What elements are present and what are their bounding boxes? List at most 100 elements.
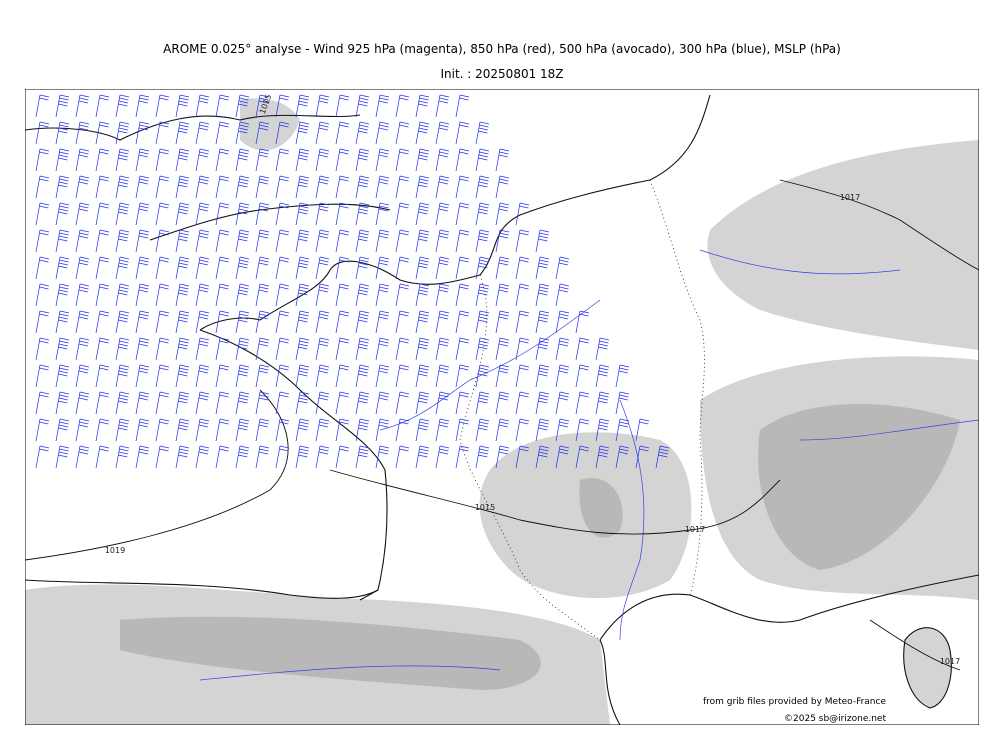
wind-barb <box>555 310 570 334</box>
wind-barb <box>195 175 210 199</box>
wind-barb <box>55 445 70 469</box>
wind-barb <box>295 310 310 334</box>
wind-barb <box>195 202 210 226</box>
wind-barb <box>275 445 290 469</box>
wind-barb <box>355 121 370 145</box>
wind-barb <box>535 337 550 361</box>
wind-barb <box>395 202 410 226</box>
wind-barb <box>475 364 490 388</box>
wind-barb <box>655 445 670 469</box>
wind-barb <box>475 445 490 469</box>
wind-barb <box>135 94 150 118</box>
wind-barb <box>575 337 590 361</box>
wind-barb <box>415 445 430 469</box>
wind-barb <box>195 229 210 253</box>
wind-barb <box>255 283 270 307</box>
wind-barb <box>295 283 310 307</box>
wind-barb <box>75 202 90 226</box>
coastlines <box>25 94 979 725</box>
wind-barb <box>95 229 110 253</box>
wind-barb <box>135 202 150 226</box>
wind-barb <box>215 202 230 226</box>
wind-barb <box>55 337 70 361</box>
wind-barb <box>615 364 630 388</box>
wind-barb <box>155 364 170 388</box>
wind-barb <box>255 445 270 469</box>
wind-barb <box>235 337 250 361</box>
wind-barb <box>95 445 110 469</box>
wind-barb <box>635 418 650 442</box>
wind-barb <box>515 364 530 388</box>
wind-barb <box>335 445 350 469</box>
wind-barb <box>515 418 530 442</box>
wind-barb <box>375 256 390 280</box>
wind-barb <box>495 445 510 469</box>
wind-barb <box>355 364 370 388</box>
wind-barb <box>35 202 50 226</box>
wind-barb <box>95 337 110 361</box>
wind-barb <box>95 310 110 334</box>
wind-barb <box>255 391 270 415</box>
wind-barb <box>595 418 610 442</box>
wind-barb <box>495 391 510 415</box>
wind-barb <box>255 94 270 118</box>
wind-barb <box>95 148 110 172</box>
wind-barb <box>455 418 470 442</box>
wind-barb <box>335 256 350 280</box>
wind-barb <box>615 391 630 415</box>
wind-barb <box>375 310 390 334</box>
wind-barb <box>215 364 230 388</box>
wind-barb <box>455 175 470 199</box>
wind-barb <box>235 364 250 388</box>
wind-barb <box>475 121 490 145</box>
wind-barb <box>275 121 290 145</box>
wind-barb <box>75 391 90 415</box>
wind-barb <box>395 364 410 388</box>
wind-barb <box>275 229 290 253</box>
wind-barb <box>295 94 310 118</box>
wind-barb <box>115 94 130 118</box>
wind-barb <box>475 175 490 199</box>
wind-barb <box>435 121 450 145</box>
wind-barb <box>215 310 230 334</box>
wind-barb <box>95 418 110 442</box>
wind-barb <box>235 121 250 145</box>
map <box>25 89 979 725</box>
wind-barb <box>355 445 370 469</box>
wind-barb <box>155 229 170 253</box>
wind-barb <box>295 337 310 361</box>
wind-barb <box>475 337 490 361</box>
wind-barb <box>235 391 250 415</box>
wind-barb <box>115 175 130 199</box>
wind-barb <box>335 418 350 442</box>
wind-barb <box>175 310 190 334</box>
wind-barb <box>455 283 470 307</box>
wind-barb <box>35 445 50 469</box>
wind-barb <box>235 418 250 442</box>
wind-barb <box>55 256 70 280</box>
wind-barb <box>615 418 630 442</box>
wind-barb <box>375 418 390 442</box>
wind-barb <box>35 229 50 253</box>
wind-barb <box>355 148 370 172</box>
wind-barb <box>135 121 150 145</box>
wind-barb <box>155 283 170 307</box>
wind-barb <box>235 310 250 334</box>
wind-barb <box>275 418 290 442</box>
wind-barb <box>115 283 130 307</box>
wind-barb <box>235 175 250 199</box>
wind-barb <box>395 310 410 334</box>
wind-barb <box>35 364 50 388</box>
wind-barb <box>155 202 170 226</box>
wind-barb <box>35 175 50 199</box>
source-credit: from grib files provided by Meteo-France <box>703 697 886 707</box>
wind-barb <box>175 148 190 172</box>
wind-barb <box>215 148 230 172</box>
wind-barb <box>295 418 310 442</box>
wind-barb <box>635 445 650 469</box>
wind-barb <box>335 310 350 334</box>
wind-barb <box>395 94 410 118</box>
wind-barb <box>435 337 450 361</box>
wind-barb <box>335 229 350 253</box>
